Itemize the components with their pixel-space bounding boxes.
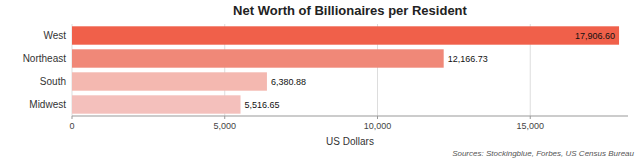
data-label: 5,516.65 <box>245 100 280 110</box>
x-axis-label: US Dollars <box>326 136 374 147</box>
category-label: South <box>40 76 66 87</box>
bar <box>72 95 241 113</box>
x-axis-line <box>72 116 628 117</box>
category-label: West <box>43 30 66 41</box>
tick-label: 15,000 <box>516 121 544 131</box>
tick-label: 5,000 <box>213 121 236 131</box>
chart-container: Net Worth of Billionaires per Resident 0 5… <box>0 0 640 160</box>
x-axis: 0 5,000 10,000 15,000 <box>69 116 628 131</box>
bar <box>72 49 444 67</box>
data-labels: 17,906.60 12,166.73 6,380.88 5,516.65 <box>245 31 616 110</box>
data-label: 17,906.60 <box>575 31 615 41</box>
y-axis: West Northeast South Midwest <box>23 30 67 110</box>
bars <box>72 26 619 113</box>
chart-svg: Net Worth of Billionaires per Resident 0 5… <box>0 0 640 160</box>
category-label: Midwest <box>29 99 66 110</box>
tick-label: 0 <box>69 121 74 131</box>
category-label: Northeast <box>23 53 67 64</box>
chart-title: Net Worth of Billionaires per Resident <box>233 3 467 18</box>
bar <box>72 26 619 44</box>
bar <box>72 72 267 90</box>
source-note: Sources: Stockingblue, Forbes, US Census… <box>452 149 634 158</box>
data-label: 12,166.73 <box>448 54 488 64</box>
data-label: 6,380.88 <box>271 77 306 87</box>
tick-label: 10,000 <box>364 121 392 131</box>
